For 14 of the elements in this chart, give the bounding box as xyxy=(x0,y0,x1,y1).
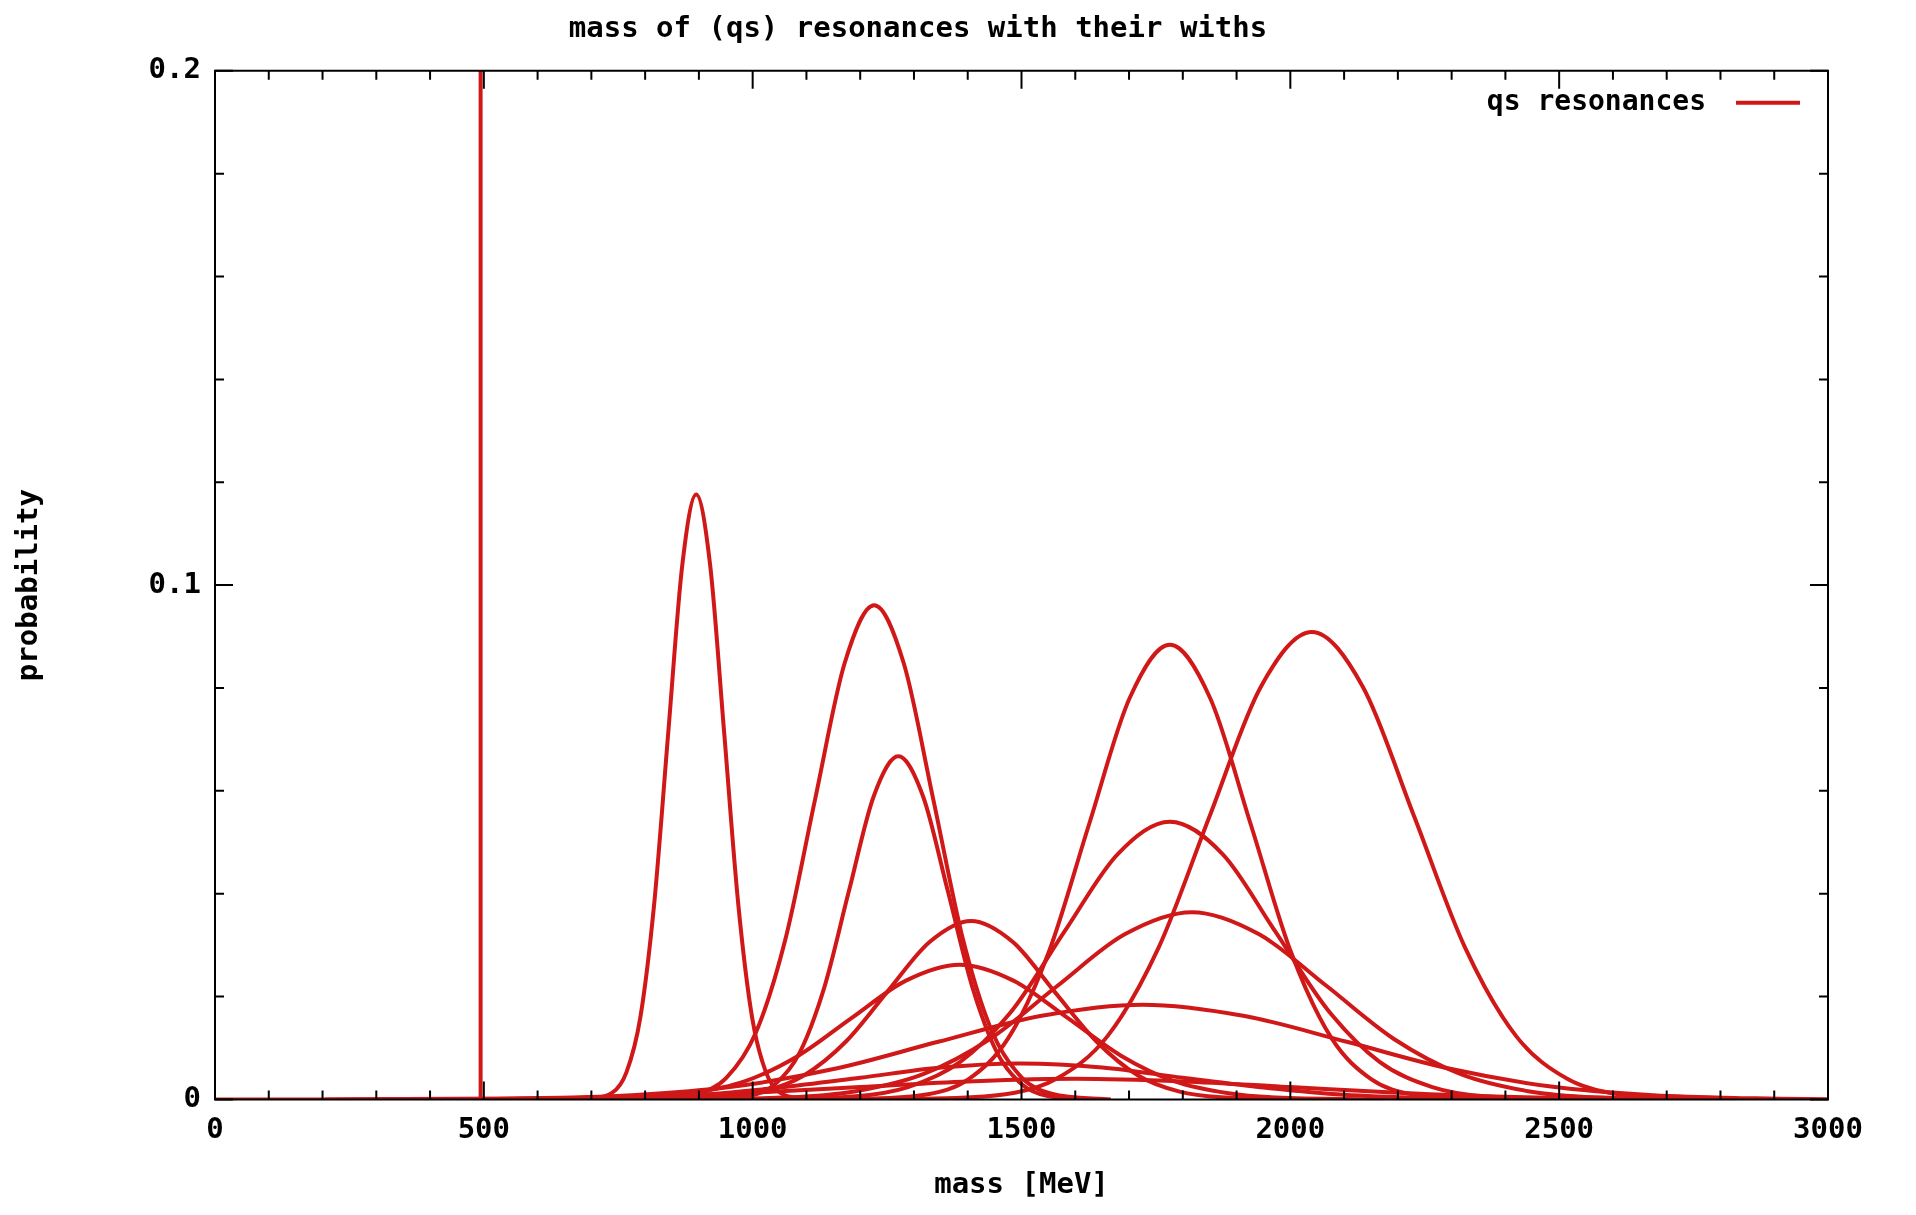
x-tick-label: 2000 xyxy=(1255,1111,1326,1146)
y-tick-label: 0.2 xyxy=(148,51,201,86)
y-tick-label: 0.1 xyxy=(148,565,201,600)
x-tick-label: 0 xyxy=(206,1111,224,1146)
x-axis-title: mass [MeV] xyxy=(934,1166,1109,1201)
x-tick-label: 3000 xyxy=(1793,1111,1863,1146)
x-tick-label: 1500 xyxy=(986,1111,1057,1146)
legend-label: qs resonances xyxy=(1486,84,1706,118)
chart-title: mass of (qs) resonances with their withs xyxy=(568,9,1268,44)
y-tick-label: 0 xyxy=(183,1079,201,1114)
x-tick-label: 500 xyxy=(457,1111,511,1146)
x-tick-label: 2500 xyxy=(1524,1111,1595,1146)
x-tick-label: 1000 xyxy=(717,1111,788,1146)
y-axis-title: probability xyxy=(9,489,44,682)
